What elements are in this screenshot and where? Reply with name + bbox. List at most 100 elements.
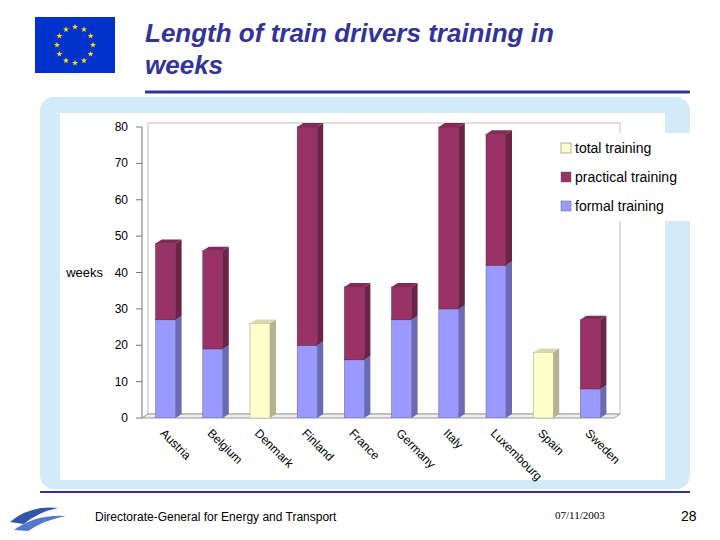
bar bbox=[250, 319, 276, 418]
bar bbox=[156, 316, 182, 418]
bar bbox=[297, 341, 323, 418]
bar bbox=[392, 283, 418, 320]
bar-side bbox=[459, 305, 465, 418]
bar-front bbox=[392, 287, 412, 320]
flag-star bbox=[56, 33, 62, 39]
legend-label: formal training bbox=[575, 198, 664, 214]
bar bbox=[203, 345, 229, 418]
bar-front bbox=[203, 349, 223, 418]
y-tick bbox=[136, 345, 142, 346]
bar bbox=[533, 349, 559, 418]
bar-top bbox=[156, 239, 182, 243]
legend-label: total training bbox=[575, 140, 651, 156]
y-tick-label: 0 bbox=[121, 411, 128, 425]
bar bbox=[486, 261, 512, 418]
bar-front bbox=[580, 389, 600, 418]
x-tick-label: Finland bbox=[299, 426, 337, 464]
bar-side bbox=[176, 316, 182, 418]
bar bbox=[439, 305, 465, 418]
bar-side bbox=[600, 385, 606, 418]
y-tick-label: 60 bbox=[115, 193, 129, 207]
bar-front bbox=[297, 345, 317, 418]
eu-flag bbox=[35, 17, 115, 73]
bar bbox=[297, 123, 323, 345]
bar-side bbox=[176, 239, 182, 319]
x-tick-label: Spain bbox=[535, 426, 567, 458]
legend-swatch bbox=[561, 201, 571, 211]
title-rule bbox=[145, 91, 690, 94]
bar-front bbox=[439, 127, 459, 309]
bar-side bbox=[600, 316, 606, 389]
title-line: weeks bbox=[145, 50, 223, 80]
x-tick-label: France bbox=[346, 426, 383, 463]
bar-top bbox=[344, 283, 370, 287]
bar-top bbox=[203, 247, 229, 251]
footer-text: Directorate-General for Energy and Trans… bbox=[95, 510, 337, 524]
logo bbox=[14, 516, 66, 531]
bar-side bbox=[553, 349, 559, 418]
bar-side bbox=[506, 130, 512, 265]
x-tick-label: Belgium bbox=[205, 426, 246, 467]
bar-side bbox=[412, 283, 418, 320]
bar bbox=[344, 283, 370, 360]
bar-front bbox=[486, 134, 506, 265]
footer-rule bbox=[40, 491, 690, 493]
bar bbox=[486, 130, 512, 265]
flag-star bbox=[88, 51, 94, 57]
bar-front bbox=[344, 360, 364, 418]
bar bbox=[344, 356, 370, 418]
title-line: Length of train drivers training in bbox=[145, 18, 554, 48]
flag-star bbox=[81, 26, 87, 32]
y-tick bbox=[136, 418, 142, 419]
bar-front bbox=[250, 323, 270, 418]
panel bbox=[40, 97, 690, 489]
x-tick-label: Germany bbox=[393, 426, 438, 471]
flag-star bbox=[72, 24, 78, 30]
y-tick bbox=[136, 163, 142, 164]
y-tick bbox=[136, 199, 142, 200]
bar bbox=[439, 123, 465, 309]
bar-side bbox=[223, 345, 229, 418]
y-tick bbox=[136, 236, 142, 237]
bar bbox=[203, 247, 229, 349]
flag-star bbox=[63, 57, 69, 63]
bar-front bbox=[533, 353, 553, 418]
bar bbox=[392, 316, 418, 418]
bar-top bbox=[439, 123, 465, 127]
legend-swatch bbox=[561, 172, 571, 182]
bar bbox=[580, 385, 606, 418]
x-tick-label: Austria bbox=[157, 426, 194, 463]
footer-date: 07/11/2003 bbox=[555, 509, 605, 521]
bar-front bbox=[203, 251, 223, 349]
flag-star bbox=[81, 57, 87, 63]
bar-front bbox=[156, 320, 176, 418]
legend-label: practical training bbox=[575, 169, 677, 185]
y-tick-label: 70 bbox=[115, 156, 129, 170]
y-tick bbox=[136, 127, 142, 128]
y-tick-label: 30 bbox=[115, 302, 129, 316]
bar-side bbox=[223, 247, 229, 349]
bar bbox=[580, 316, 606, 389]
flag-star bbox=[72, 60, 78, 66]
y-tick bbox=[136, 272, 142, 273]
flag-star bbox=[63, 26, 69, 32]
bar-top bbox=[250, 319, 276, 323]
bar-side bbox=[364, 283, 370, 360]
y-tick-label: 20 bbox=[115, 338, 129, 352]
bar-side bbox=[317, 341, 323, 418]
y-tick-label: 80 bbox=[115, 120, 129, 134]
bar-front bbox=[439, 309, 459, 418]
bar-top bbox=[297, 123, 323, 127]
bar-side bbox=[317, 123, 323, 345]
bar-front bbox=[344, 287, 364, 360]
x-tick-label: Sweden bbox=[582, 426, 623, 467]
bar-front bbox=[297, 127, 317, 345]
bar-side bbox=[459, 123, 465, 309]
page-number: 28 bbox=[681, 508, 697, 524]
bar-side bbox=[506, 261, 512, 418]
bar-front bbox=[156, 243, 176, 319]
y-tick-label: 40 bbox=[115, 266, 129, 280]
flag-star bbox=[88, 33, 94, 39]
bar-front bbox=[580, 320, 600, 389]
bar-front bbox=[486, 265, 506, 418]
